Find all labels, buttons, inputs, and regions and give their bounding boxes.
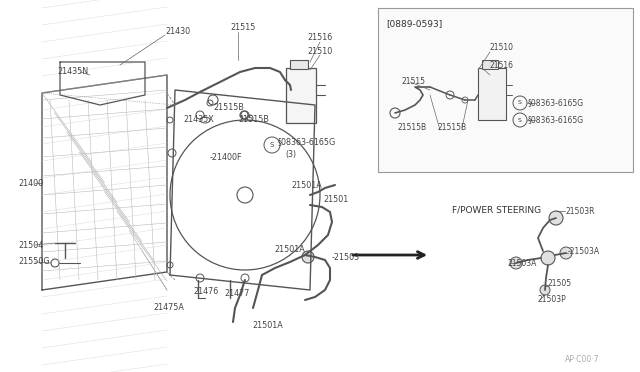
Text: 21510: 21510 [307,48,332,57]
Circle shape [541,251,555,265]
Text: S: S [518,118,522,122]
Bar [378,8,633,172]
Text: 21516: 21516 [307,33,332,42]
Text: (3): (3) [285,150,296,158]
Text: 21501: 21501 [323,196,348,205]
Text: AP·C00·7: AP·C00·7 [565,356,600,365]
Circle shape [540,285,550,295]
Text: 21505: 21505 [548,279,572,288]
Text: 21477: 21477 [224,289,250,298]
Text: -21503A: -21503A [568,247,600,257]
Bar [482,60,498,69]
Bar [286,68,316,123]
Text: 21435N: 21435N [57,67,88,77]
Text: 21435X: 21435X [183,115,214,125]
Text: §08363-6165G: §08363-6165G [528,115,584,125]
Text: 21504: 21504 [18,241,44,250]
Circle shape [302,251,314,263]
Text: 21503R: 21503R [566,206,595,215]
Text: 21515B: 21515B [438,124,467,132]
Text: -21400F: -21400F [210,154,243,163]
Text: 21501A: 21501A [274,246,305,254]
Text: 21515B: 21515B [213,103,244,112]
Text: S: S [518,100,522,106]
Text: 21430: 21430 [165,28,190,36]
Text: 21515B: 21515B [397,124,426,132]
Text: [0889-0593]: [0889-0593] [386,19,442,29]
Text: 21503P: 21503P [538,295,567,305]
Bar [290,60,308,69]
Text: S: S [270,142,274,148]
Text: 21400: 21400 [18,179,43,187]
Text: -21503: -21503 [332,253,360,263]
Circle shape [560,247,572,259]
Bar [478,68,506,120]
Text: 21515B: 21515B [238,115,269,125]
Text: 21501A: 21501A [291,180,322,189]
Text: 21515: 21515 [230,23,255,32]
Text: 21476: 21476 [193,288,218,296]
Text: §08363-6165G: §08363-6165G [528,99,584,108]
Circle shape [510,257,522,269]
Text: 21516: 21516 [490,61,514,70]
Text: 21501A: 21501A [252,321,283,330]
Text: 21550G: 21550G [18,257,50,266]
Text: 21515: 21515 [402,77,426,87]
Text: 21510: 21510 [490,42,514,51]
Text: §08363-6165G: §08363-6165G [278,138,336,147]
Circle shape [549,211,563,225]
Text: F/POWER STEERING: F/POWER STEERING [452,205,541,215]
Text: 21475A: 21475A [153,302,184,311]
Text: 21503A: 21503A [508,259,538,267]
